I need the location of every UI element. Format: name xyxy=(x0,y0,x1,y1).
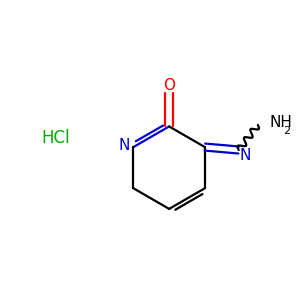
Text: N: N xyxy=(239,148,251,163)
Text: N: N xyxy=(118,138,130,153)
Text: 2: 2 xyxy=(284,126,291,136)
Text: NH: NH xyxy=(269,115,292,130)
Text: HCl: HCl xyxy=(41,129,70,147)
Text: O: O xyxy=(163,78,175,93)
